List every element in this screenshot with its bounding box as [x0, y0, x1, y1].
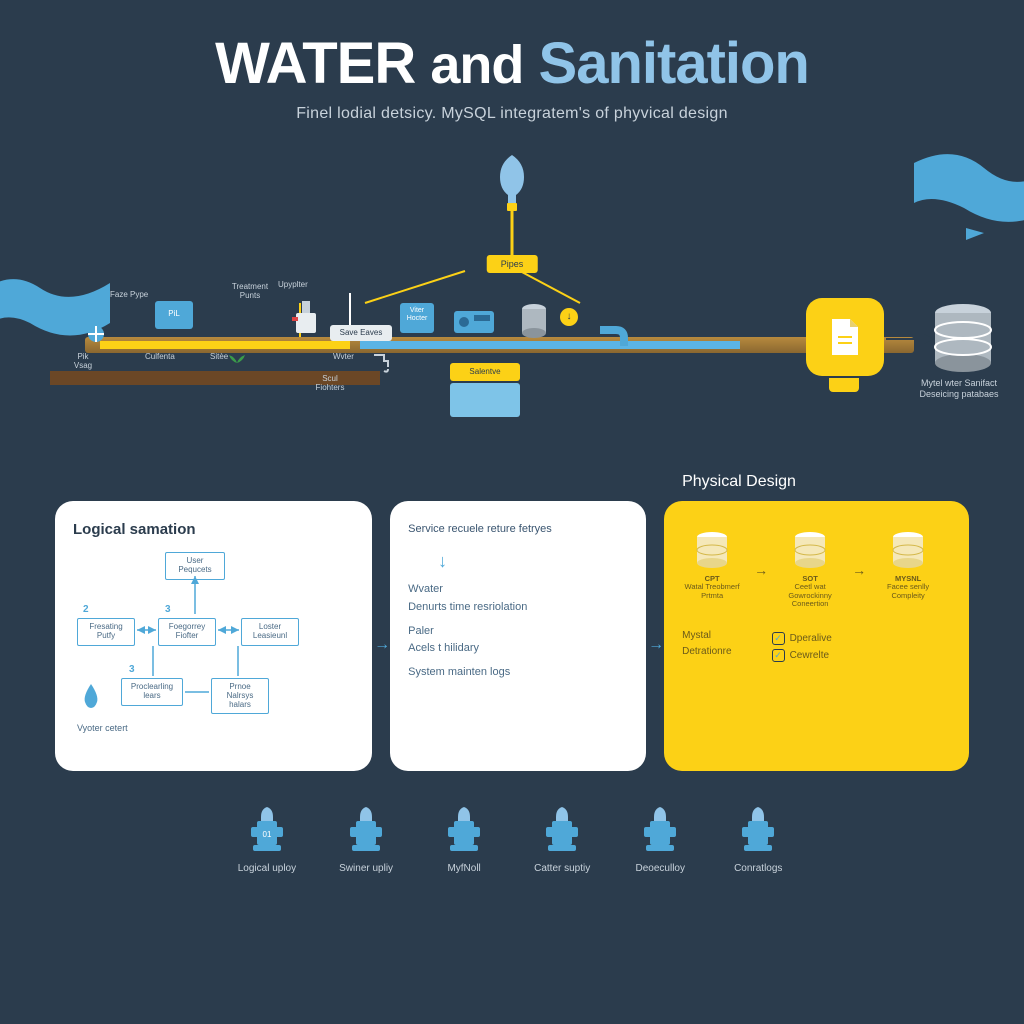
logical-footer: Vyoter cetert [77, 724, 128, 734]
label-cultenta: Culfenta [145, 353, 175, 362]
document-icon [826, 315, 864, 359]
panel-logical: Logical samation User Pequcets 2 Fresati… [55, 501, 372, 771]
mid-item-0: Wvater [408, 581, 628, 599]
mid-item-1: Denurts time resriolation [408, 599, 628, 617]
label-scul: Scul Fiohters [310, 375, 350, 393]
down-arrow-icon: ↓ [438, 547, 628, 576]
mid-header: Service recuele reture fetryes [408, 521, 628, 539]
check-row-1: ✓Cewrelte [772, 649, 832, 662]
blue-pipe-segment [360, 341, 740, 349]
flag-pole [977, 238, 979, 298]
label-upypter: Upyplter [278, 281, 308, 290]
phys-bottom-left: Mystal Detrationre [682, 628, 731, 662]
phys-arrow-2: → [852, 562, 866, 578]
box-salentve: Salentve [450, 363, 520, 381]
bot-item-2: MyfNoll [436, 801, 492, 874]
hydrant-icon: 01 [239, 801, 295, 857]
panel-physical-title: Physical Design [682, 473, 796, 491]
panels-row: Logical samation User Pequcets 2 Fresati… [55, 501, 969, 771]
pump-icon [290, 301, 322, 341]
label-pik-tag: Pik Vsag [68, 353, 98, 371]
box-pik: PiL [155, 301, 193, 329]
mini-db-icon-0 [694, 531, 730, 571]
mid-item-2: Paler [408, 623, 628, 641]
bulb-icon [490, 153, 534, 213]
bot-item-0: 01 Logical uploy [238, 801, 296, 874]
box-tank [450, 383, 520, 417]
water-drop-icon [81, 682, 101, 708]
cylinder-icon [520, 303, 548, 339]
label-wvter: Wvter [333, 353, 354, 362]
panel-logical-title: Logical samation [73, 521, 354, 538]
hydrant-icon [730, 801, 786, 857]
checkbox-icon: ✓ [772, 632, 785, 645]
pipes-label: Pipes [487, 255, 538, 273]
box-save-eaves: Save Eaves [330, 325, 392, 341]
mini-db-1: SOTCeetl wat Gowrockinny Coneertion [780, 531, 840, 608]
label-sitee: Sitèe [210, 353, 228, 362]
label-faze-pipe: Faze Pype [110, 291, 148, 300]
mini-db-icon-1 [792, 531, 828, 571]
valve-icon-1 [83, 321, 109, 347]
panel-middle: Service recuele reture fetryes ↓ Wvater … [390, 501, 646, 771]
database-icon [932, 303, 994, 375]
bot-item-4: Deoeculloy [632, 801, 688, 874]
mini-db-icon-2 [890, 531, 926, 571]
mid-item-4: System mainten logs [408, 664, 628, 682]
mini-db-0: CPTWatal Treobmerf Prtmta [682, 531, 742, 608]
hydrant-icon [632, 801, 688, 857]
bot-item-5: Conratlogs [730, 801, 786, 874]
wave-decor-right [914, 143, 1024, 233]
sprout-icon [225, 353, 249, 373]
app-icon [806, 298, 884, 376]
machine-icon-1 [450, 303, 498, 339]
title-word-3: Sanitation [539, 31, 809, 96]
bulb-stem [511, 208, 514, 258]
phys-checks: ✓Dperalive ✓Cewrelte [772, 628, 832, 662]
page-title: Water and Sanitation [40, 30, 984, 97]
phys-arrow-1: → [754, 562, 768, 578]
check-row-0: ✓Dperalive [772, 632, 832, 645]
title-word-1: Water [215, 31, 415, 96]
mid-item-3: Acels t hilidary [408, 640, 628, 658]
logical-connectors [73, 552, 354, 742]
subtitle: Finel lodial detsicy. MySQL integratem's… [40, 105, 984, 123]
header: Water and Sanitation Finel lodial detsic… [0, 0, 1024, 133]
physical-db-row: CPTWatal Treobmerf Prtmta → SOTCeetl wat… [682, 531, 951, 608]
app-stub [829, 378, 859, 392]
arrow-to-db [886, 331, 934, 347]
mini-db-2: MYSNLFacee senlly Compleity [878, 531, 938, 608]
mid-list: Service recuele reture fetryes ↓ Wvater … [408, 521, 628, 681]
bot-item-3: Catter suptiy [534, 801, 590, 874]
panel-physical: Physical Design CPTWatal Treobmerf Prtmt… [664, 501, 969, 771]
logical-grid: User Pequcets 2 Fresating Putfy 3 Foegor… [73, 552, 354, 742]
box-viter: Viter Hocter [400, 303, 434, 333]
hydrant-icon [534, 801, 590, 857]
checkbox-icon: ✓ [772, 649, 785, 662]
title-word-2: and [430, 35, 523, 95]
database-label: Mytel wter Sanifact Deseicing patabaes [909, 378, 1009, 400]
yellow-pipe-segment [100, 341, 350, 349]
label-treatment: Treatment Punts [225, 283, 275, 301]
pipe-elbow-icon [598, 318, 628, 348]
badge-circle: ↓ [560, 308, 578, 326]
flag-icon [966, 228, 986, 242]
svg-text:01: 01 [262, 830, 271, 839]
panel-connector-1: → [374, 636, 390, 654]
bot-item-1: Swiner upliy [338, 801, 394, 874]
system-diagram: Pipes Faze Pype PiL Culfenta Pik Vsag Tr… [50, 153, 974, 473]
bottom-icon-row: 01 Logical uploy Swiner upliy MyfNoll Ca… [0, 801, 1024, 874]
panel-connector-2: → [648, 636, 664, 654]
hydrant-icon [338, 801, 394, 857]
faucet-icon [370, 351, 392, 373]
hydrant-icon [436, 801, 492, 857]
